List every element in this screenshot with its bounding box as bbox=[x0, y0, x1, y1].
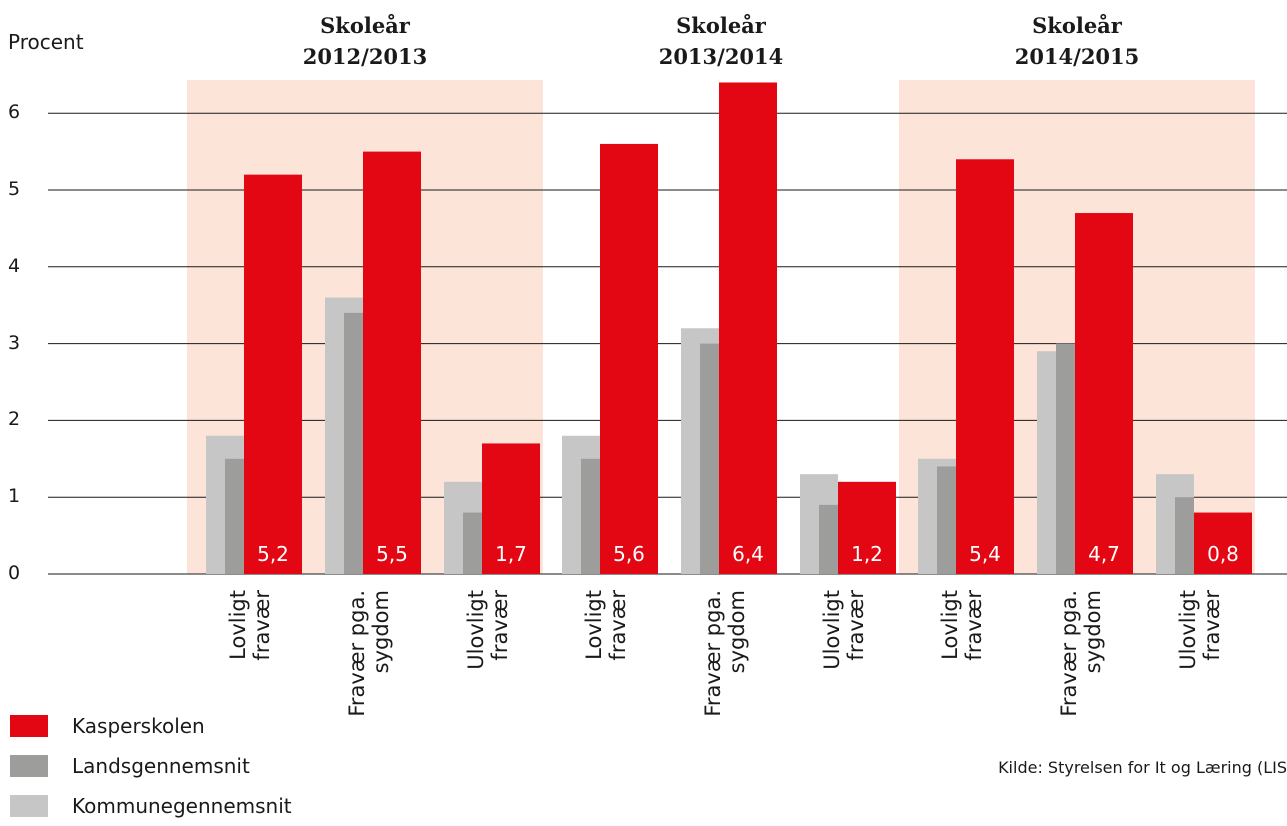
category-label: Lovligt fravær bbox=[938, 590, 994, 810]
category-label-line: fravær bbox=[606, 590, 630, 661]
bar-kasperskolen bbox=[1194, 512, 1252, 574]
category-label-line: sygdom bbox=[1081, 590, 1105, 674]
legend-item-kommunegennemsnit: Kommunegennemsnit bbox=[10, 786, 292, 826]
category-label: Fravær pga. sygdom bbox=[345, 590, 401, 810]
y-tick-label: 4 bbox=[8, 254, 21, 277]
legend-label: Kasperskolen bbox=[72, 714, 205, 738]
data-label: 5,2 bbox=[257, 542, 289, 566]
data-label: 5,4 bbox=[969, 542, 1001, 566]
category-label-line: Ulovligt bbox=[1176, 590, 1200, 670]
category-label-line: fravær bbox=[488, 590, 512, 661]
group-title-year: 2014/2015 bbox=[1014, 44, 1140, 69]
group-title-line: Skoleår bbox=[1032, 13, 1122, 38]
group-title: Skoleår 2014/2015 bbox=[947, 10, 1207, 72]
y-tick-label: 6 bbox=[8, 101, 21, 124]
bar-landsgennemsnit bbox=[225, 458, 244, 574]
data-label: 1,2 bbox=[851, 542, 883, 566]
data-label: 1,7 bbox=[495, 542, 527, 566]
y-tick-label: 1 bbox=[8, 485, 21, 508]
data-label: 6,4 bbox=[732, 542, 764, 566]
category-label-line: sygdom bbox=[725, 590, 749, 674]
category-label-line: fravær bbox=[844, 590, 868, 661]
bar-kasperskolen bbox=[838, 481, 896, 574]
y-tick-label: 0 bbox=[8, 562, 21, 584]
category-label-line: fravær bbox=[1200, 590, 1224, 661]
category-label-line: Fravær pga. bbox=[1057, 590, 1081, 717]
bar-landsgennemsnit bbox=[1175, 497, 1194, 574]
category-label-line: Fravær pga. bbox=[701, 590, 725, 717]
category-label: Ulovligt fravær bbox=[1176, 590, 1232, 810]
bar-landsgennemsnit bbox=[581, 458, 600, 574]
y-tick-label: 2 bbox=[8, 408, 21, 431]
group-title-year: 2012/2013 bbox=[302, 44, 428, 69]
y-tick-label: 3 bbox=[8, 331, 21, 354]
bar-kasperskolen bbox=[600, 143, 658, 575]
bar-landsgennemsnit bbox=[1056, 343, 1075, 574]
category-label-line: sygdom bbox=[369, 590, 393, 674]
group-title-year: 2013/2014 bbox=[658, 44, 784, 69]
data-label: 0,8 bbox=[1207, 542, 1239, 566]
group-title: Skoleår 2013/2014 bbox=[591, 10, 851, 72]
category-label: Fravær pga. sygdom bbox=[1057, 590, 1113, 810]
legend: Kasperskolen Landsgennemsnit Kommunegenn… bbox=[10, 706, 292, 826]
data-label: 5,6 bbox=[613, 542, 645, 566]
bar-kasperskolen bbox=[244, 174, 302, 574]
category-label: Lovligt fravær bbox=[582, 590, 638, 810]
legend-label: Kommunegennemsnit bbox=[72, 794, 292, 818]
bar-landsgennemsnit bbox=[344, 312, 363, 574]
bar-landsgennemsnit bbox=[463, 512, 482, 574]
bar-kasperskolen bbox=[956, 159, 1014, 574]
y-tick-label: 5 bbox=[8, 178, 21, 200]
data-label: 4,7 bbox=[1088, 542, 1120, 566]
source-note: Kilde: Styrelsen for It og Læring (LIS bbox=[998, 758, 1287, 777]
bar-landsgennemsnit bbox=[937, 466, 956, 574]
legend-swatch-kasperskolen bbox=[10, 715, 48, 737]
category-label-line: Lovligt bbox=[582, 590, 606, 660]
legend-swatch-landsgennemsnit bbox=[10, 755, 48, 777]
category-label: Ulovligt fravær bbox=[820, 590, 876, 810]
category-label: Fravær pga. sygdom bbox=[701, 590, 757, 810]
data-label: 5,5 bbox=[376, 542, 408, 566]
bar-landsgennemsnit bbox=[819, 504, 838, 574]
bar-landsgennemsnit bbox=[700, 343, 719, 574]
bar-kasperskolen bbox=[719, 82, 777, 574]
bar-kasperskolen bbox=[482, 443, 540, 574]
bar-kasperskolen bbox=[1075, 213, 1133, 575]
category-label-line: Lovligt bbox=[938, 590, 962, 660]
group-title: Skoleår 2012/2013 bbox=[235, 10, 495, 72]
category-label-line: Ulovligt bbox=[820, 590, 844, 670]
category-label-line: fravær bbox=[962, 590, 986, 661]
group-title-line: Skoleår bbox=[320, 13, 410, 38]
group-title-line: Skoleår bbox=[676, 13, 766, 38]
legend-item-kasperskolen: Kasperskolen bbox=[10, 706, 292, 746]
category-label-line: Ulovligt bbox=[464, 590, 488, 670]
legend-swatch-kommunegennemsnit bbox=[10, 795, 48, 817]
category-label-line: Fravær pga. bbox=[345, 590, 369, 717]
legend-item-landsgennemsnit: Landsgennemsnit bbox=[10, 746, 292, 786]
y-axis-label: Procent bbox=[8, 30, 84, 54]
category-label: Ulovligt fravær bbox=[464, 590, 520, 810]
legend-label: Landsgennemsnit bbox=[72, 754, 250, 778]
bar-kasperskolen bbox=[363, 151, 421, 574]
